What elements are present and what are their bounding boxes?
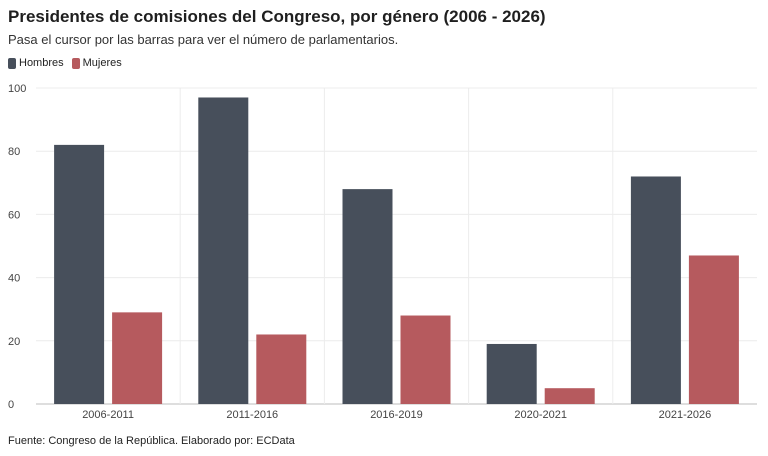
bar-hombres-2006-2011[interactable]	[54, 144, 105, 404]
x-tick-label: 2006-2011	[82, 409, 134, 421]
bar-hombres-2011-2016[interactable]	[198, 97, 249, 404]
y-tick-label: 60	[8, 209, 20, 221]
bar-mujeres-2011-2016[interactable]	[256, 334, 307, 404]
x-tick-label: 2021-2026	[659, 409, 712, 421]
x-tick-label: 2011-2016	[226, 409, 278, 421]
bar-mujeres-2016-2019[interactable]	[400, 315, 451, 404]
bar-hombres-2021-2026[interactable]	[630, 176, 681, 404]
y-tick-label: 20	[8, 336, 20, 348]
bar-hombres-2020-2021[interactable]	[486, 343, 537, 404]
legend-label-hombres: Hombres	[19, 57, 64, 69]
legend-item-mujeres[interactable]: Mujeres	[71, 57, 122, 69]
chart-subtitle: Pasa el cursor por las barras para ver e…	[8, 32, 399, 47]
legend-item-hombres[interactable]: Hombres	[8, 57, 64, 69]
bar-hombres-2016-2019[interactable]	[342, 189, 393, 404]
x-tick-label: 2016-2019	[370, 409, 423, 421]
y-tick-label: 100	[8, 83, 26, 95]
bar-mujeres-2020-2021[interactable]	[544, 388, 595, 404]
legend-swatch-mujeres	[71, 57, 80, 69]
source-note: Fuente: Congreso de la República. Elabor…	[8, 435, 295, 447]
x-tick-label: 2020-2021	[514, 409, 567, 421]
y-tick-label: 0	[8, 399, 14, 411]
bar-mujeres-2006-2011[interactable]	[112, 312, 163, 404]
bar-mujeres-2021-2026[interactable]	[688, 255, 739, 404]
y-tick-label: 80	[8, 146, 20, 158]
legend-swatch-hombres	[8, 57, 16, 69]
legend-label-mujeres: Mujeres	[82, 57, 122, 69]
legend: Hombres Mujeres	[8, 57, 130, 69]
chart-title: Presidentes de comisiones del Congreso, …	[8, 7, 546, 26]
y-tick-label: 40	[8, 273, 20, 285]
